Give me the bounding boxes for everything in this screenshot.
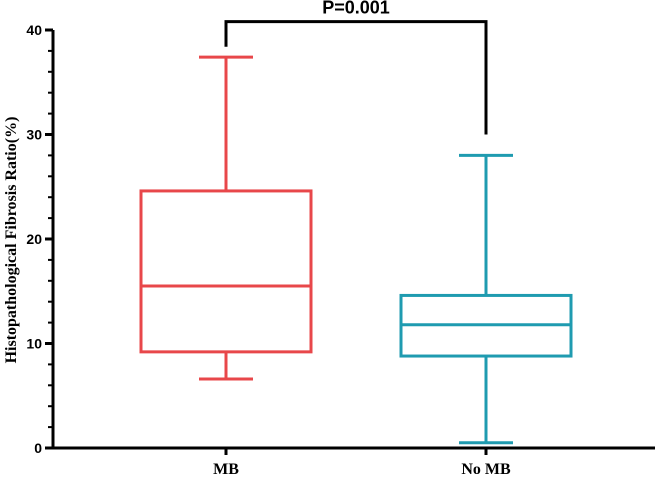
y-tick-label: 0 — [34, 440, 42, 456]
boxes — [139, 55, 573, 445]
y-tick-label: 30 — [26, 127, 42, 143]
iqr-box — [139, 189, 313, 354]
x-tick-label: MB — [213, 461, 239, 478]
p-value-label: P=0.001 — [322, 0, 390, 18]
x-tick-label: No MB — [461, 461, 511, 478]
y-tick-label: 20 — [26, 231, 42, 247]
significance-bracket: P=0.001 — [224, 0, 488, 135]
y-tick-label: 10 — [26, 336, 42, 352]
y-axis-title: Histopathological Fibrosis Ratio(%) — [3, 117, 20, 364]
y-ticks: 0 10 20 30 40 — [26, 22, 53, 456]
bracket-line — [224, 20, 488, 135]
y-tick-label: 40 — [26, 22, 42, 38]
box-no-mb — [399, 153, 573, 445]
box-mb — [139, 55, 313, 381]
x-tick-labels: MB No MB — [213, 448, 511, 478]
